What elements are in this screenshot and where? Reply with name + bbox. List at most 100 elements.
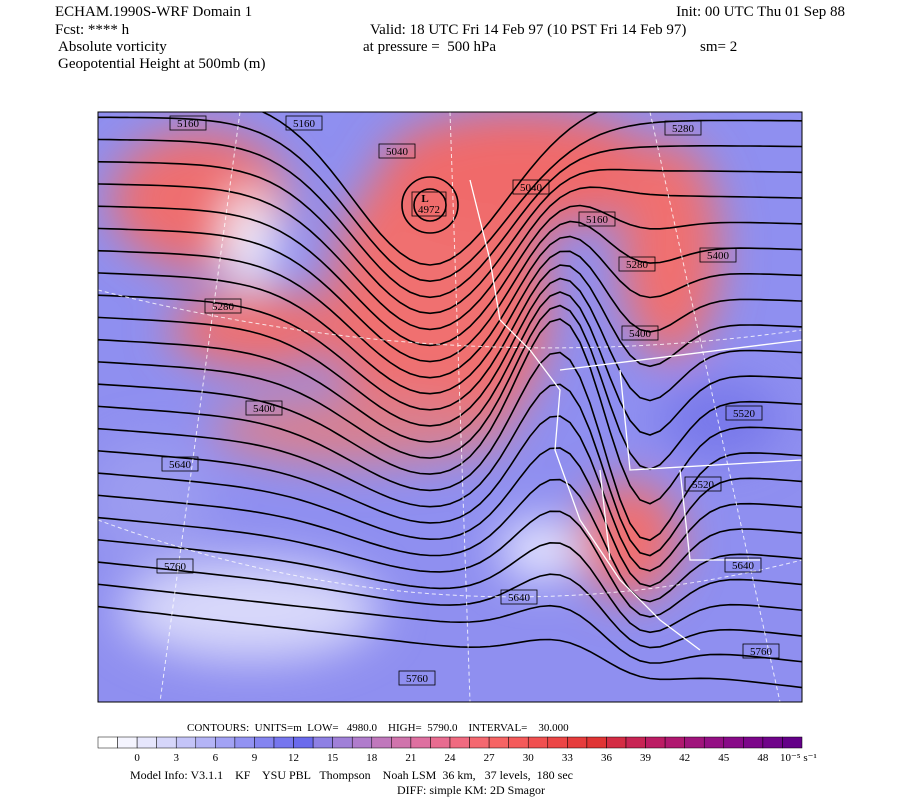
colorbar-label: 0 (134, 752, 140, 764)
contour-label: 5280 (672, 123, 695, 135)
colorbar-label: 27 (484, 752, 496, 764)
contour-line (98, 220, 802, 363)
contour-label: 5280 (626, 259, 649, 271)
contour-label: 5640 (169, 459, 192, 471)
colorbar-swatch (703, 736, 725, 749)
model-info: Model Info: V3.1.1 KF YSU PBL Thompson N… (130, 768, 573, 782)
contour-info: CONTOURS: UNITS=m LOW= 4980.0 HIGH= 5790… (187, 722, 569, 734)
contour-label: 5760 (406, 673, 429, 685)
colorbar-label: 18 (366, 752, 378, 764)
title: ECHAM.1990S-WRF Domain 1 (55, 4, 252, 20)
contour-line (98, 447, 802, 588)
colorbar-swatch (156, 736, 177, 749)
colorbar-swatch (782, 736, 803, 749)
colorbar-swatch (254, 736, 275, 749)
colorbar-swatch (410, 736, 431, 749)
colorbar-label: 36 (601, 752, 613, 764)
contour-label-box (169, 115, 207, 131)
colorbar-label: 45 (718, 752, 730, 764)
colorbar-swatch (606, 736, 627, 749)
valid: Valid: 18 UTC Fri 14 Feb 97 (10 PST Fri … (370, 22, 686, 38)
contour-label-box (724, 557, 762, 573)
contour-label-box (512, 179, 550, 195)
contour-line (98, 264, 802, 411)
contour-label-box (618, 256, 656, 272)
colorbar-swatch (645, 736, 666, 749)
contour-line (98, 138, 802, 299)
contour-label: 5040 (520, 182, 543, 194)
colorbar-swatch (488, 736, 509, 749)
colorbar-label: 9 (252, 752, 258, 764)
contour-label: 5280 (212, 301, 235, 313)
colorbar-unit: 10⁻⁵ s⁻¹ (780, 752, 817, 764)
colorbar-swatch (293, 736, 314, 749)
colorbar-swatch (332, 736, 353, 749)
contour-label-box (664, 120, 702, 136)
contour-label-box (285, 115, 323, 131)
colorbar-label: 15 (327, 752, 339, 764)
contour-label-box (245, 400, 283, 416)
contour-line (98, 235, 802, 379)
map (98, 112, 802, 702)
colorbar-label: 48 (757, 752, 769, 764)
contour-label: 5520 (692, 479, 715, 491)
contour-line (98, 160, 802, 315)
contour-label-box (699, 247, 737, 263)
contour-label: 5160 (177, 118, 200, 130)
contour-line (98, 304, 802, 471)
contour-line (98, 204, 802, 347)
colorbar-label: 33 (562, 752, 574, 764)
colorbar-label: 39 (640, 752, 652, 764)
contour-line (98, 291, 802, 443)
field: Absolute vorticity (58, 39, 167, 55)
contour-label: 5640 (732, 560, 755, 572)
contour-line (98, 510, 802, 618)
colorbar-swatch (97, 736, 118, 749)
contour-label-box (378, 143, 416, 159)
contour-line (98, 183, 802, 331)
colorbar-swatch (684, 736, 705, 749)
contour-label-box (500, 589, 538, 605)
contour-label-box (161, 456, 199, 472)
colorbar-swatch (195, 736, 216, 749)
colorbar-swatch (215, 736, 236, 749)
colorbar-swatch (371, 736, 392, 749)
colorbar-swatch (508, 736, 529, 749)
contour-label: 5640 (508, 592, 531, 604)
colorbar-swatch (273, 736, 294, 749)
low-box (411, 191, 447, 217)
contour-line (98, 383, 802, 557)
contour-line (98, 561, 802, 649)
colorbar-label: 3 (173, 752, 179, 764)
colorbar-label: 30 (523, 752, 535, 764)
contour-label-box (621, 325, 659, 341)
contour-label: 5400 (629, 328, 652, 340)
contour-line (401, 176, 459, 234)
fcst: Fcst: **** h (55, 22, 130, 38)
colorbar-swatch (312, 736, 333, 749)
colorbar-swatch (234, 736, 255, 749)
contour-line (98, 318, 802, 505)
contour-label: 5160 (293, 118, 316, 130)
contour-line (98, 351, 802, 542)
contour-label: 5160 (586, 214, 609, 226)
colorbar-swatch (136, 736, 157, 749)
contour-label-box (578, 211, 616, 227)
colorbar-label: 6 (213, 752, 219, 764)
low-value: 4972 (418, 204, 440, 216)
contour-label-box (204, 298, 242, 314)
colorbar-label: 21 (405, 752, 416, 764)
colorbar-swatch (175, 736, 197, 749)
diff-info: DIFF: simple KM: 2D Smagor (397, 783, 545, 797)
contour-label-box (398, 670, 436, 686)
colorbar-swatch (743, 736, 764, 749)
colorbar-swatch (547, 736, 568, 749)
contour-label: 5040 (386, 146, 409, 158)
contour-line (98, 415, 802, 572)
colorbar-swatch (586, 736, 607, 749)
init: Init: 00 UTC Thu 01 Sep 88 (676, 4, 845, 20)
colorbar-swatch (117, 736, 138, 749)
contour-label: 5520 (733, 408, 756, 420)
colorbar: 0 3 6 9 12 15 18 21 24 27 30 33 36 39 42 45 48 (97, 736, 803, 764)
